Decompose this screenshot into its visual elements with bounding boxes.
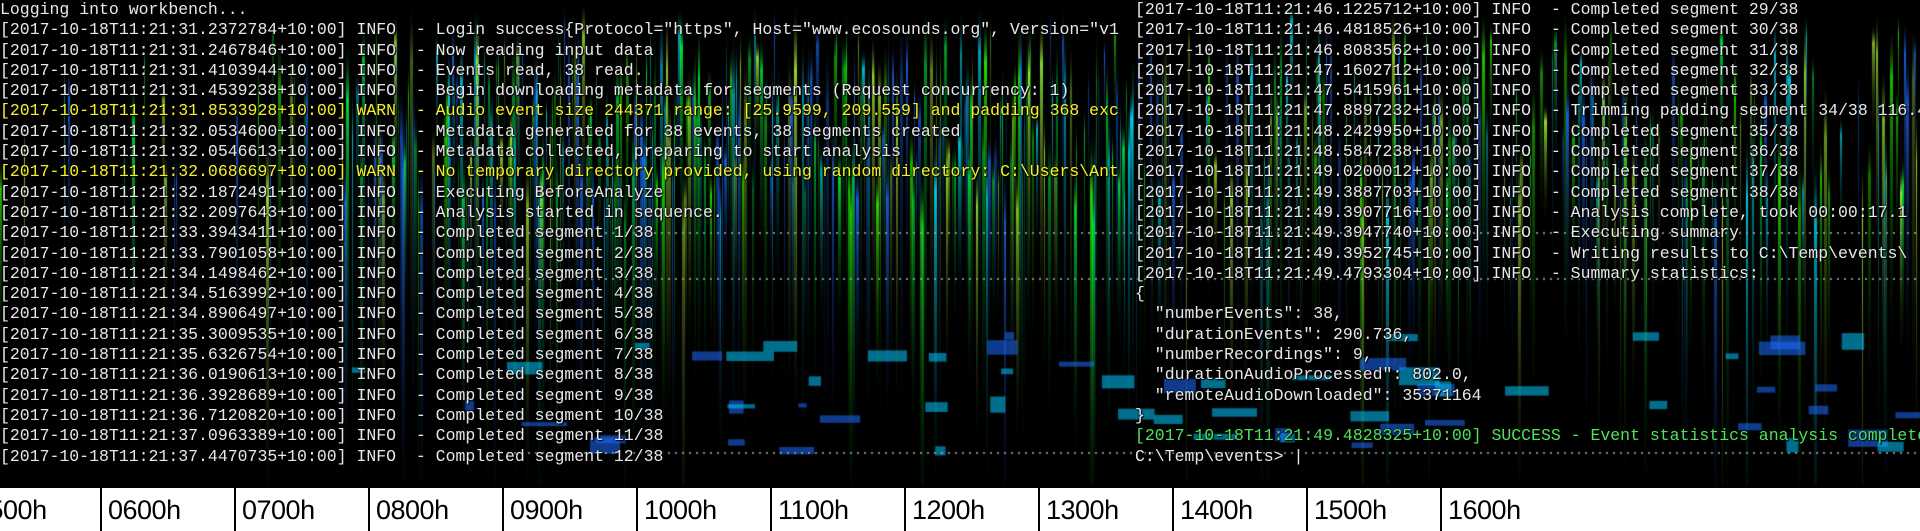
time-axis: 0500h 0600h 0700h 0800h 0900h 1000h 1100h 1200h… [0, 486, 1920, 531]
hour-tick [636, 488, 638, 531]
hour-tick [368, 488, 370, 531]
console-right-pane: [2017-10-18T11:21:46.1225712+10:00] INFO… [1135, 0, 1920, 467]
log-line: Logging into workbench... [0, 0, 248, 19]
log-line: [2017-10-18T11:21:46.1225712+10:00] INFO… [1135, 0, 1799, 19]
hour-tick [770, 488, 772, 531]
hour-tick [1172, 488, 1174, 531]
log-line: [2017-10-18T11:21:47.8897232+10:00] INFO… [1135, 101, 1920, 121]
log-line: [2017-10-18T11:21:48.2429950+10:00] INFO… [1135, 121, 1799, 141]
hour-label: 0500h [0, 495, 47, 525]
log-line: [2017-10-18T11:21:33.7901058+10:00] INFO… [0, 243, 654, 263]
hour-tick [100, 488, 102, 531]
log-line: [2017-10-18T11:21:34.5163992+10:00] INFO… [0, 284, 654, 304]
hour-label: 1200h [912, 495, 985, 525]
hour-tick [1440, 488, 1442, 531]
log-line: [2017-10-18T11:21:47.5415961+10:00] INFO… [1135, 81, 1799, 101]
hour-label: 0600h [108, 495, 181, 525]
hour-tick [1038, 488, 1040, 531]
log-line: [2017-10-18T11:21:49.3947740+10:00] INFO… [1135, 223, 1739, 243]
log-line: "durationEvents": 290.736, [1135, 324, 1413, 344]
hour-label: 0700h [242, 495, 315, 525]
log-line: "durationAudioProcessed": 802.0, [1135, 365, 1472, 385]
hour-label: 1400h [1180, 495, 1253, 525]
log-line: [2017-10-18T11:21:46.4818526+10:00] INFO… [1135, 20, 1799, 40]
log-line: "numberEvents": 38, [1135, 304, 1343, 324]
hour-label: 1000h [644, 495, 717, 525]
log-line: [2017-10-18T11:21:48.5847238+10:00] INFO… [1135, 142, 1799, 162]
log-line: [2017-10-18T11:21:31.2467846+10:00] INFO… [0, 40, 654, 60]
hour-tick [502, 488, 504, 531]
log-line: [2017-10-18T11:21:47.1602712+10:00] INFO… [1135, 60, 1799, 80]
log-line: [2017-10-18T11:21:34.8906497+10:00] INFO… [0, 304, 654, 324]
text-cursor: | [1293, 446, 1304, 466]
log-line: [2017-10-18T11:21:32.2097643+10:00] INFO… [0, 202, 723, 222]
command-prompt[interactable]: C:\Temp\events> | [1135, 446, 1304, 466]
log-line: "remoteAudioDownloaded": 35371164 [1135, 385, 1482, 405]
log-line: [2017-10-18T11:21:32.0534600+10:00] INFO… [0, 121, 961, 141]
log-line: [2017-10-18T11:21:37.0963389+10:00] INFO… [0, 426, 664, 446]
log-line: [2017-10-18T11:21:49.4828325+10:00] SUCC… [1135, 426, 1920, 446]
hour-label: 1300h [1046, 495, 1119, 525]
hour-label: 1500h [1314, 495, 1387, 525]
log-line: [2017-10-18T11:21:35.3009535+10:00] INFO… [0, 324, 654, 344]
spectrogram-background [0, 0, 1920, 485]
log-line: [2017-10-18T11:21:35.6326754+10:00] INFO… [0, 345, 654, 365]
log-line: [2017-10-18T11:21:49.3952745+10:00] INFO… [1135, 243, 1908, 263]
hour-tick [234, 488, 236, 531]
hour-label: 0900h [510, 495, 583, 525]
log-line: [2017-10-18T11:21:32.0546613+10:00] INFO… [0, 142, 902, 162]
log-line: [2017-10-18T11:21:31.4103944+10:00] INFO… [0, 60, 644, 80]
hour-label: 1600h [1448, 495, 1521, 525]
log-line: [2017-10-18T11:21:31.2372784+10:00] INFO… [0, 20, 1120, 40]
log-line: [2017-10-18T11:21:49.4793304+10:00] INFO… [1135, 263, 1759, 283]
console-left-pane: Logging into workbench... [2017-10-18T11:… [0, 0, 1120, 466]
log-line: [2017-10-18T11:21:36.0190613+10:00] INFO… [0, 365, 654, 385]
log-line: [2017-10-18T11:21:32.1872491+10:00] INFO… [0, 182, 664, 202]
log-line: [2017-10-18T11:21:37.4470735+10:00] INFO… [0, 446, 664, 466]
hour-label: 1100h [778, 495, 849, 525]
log-line: [2017-10-18T11:21:46.8083562+10:00] INFO… [1135, 40, 1799, 60]
log-line: [2017-10-18T11:21:31.8533928+10:00] WARN… [0, 101, 1120, 121]
log-line: [2017-10-18T11:21:32.0686697+10:00] WARN… [0, 162, 1120, 182]
hour-tick [904, 488, 906, 531]
log-line: [2017-10-18T11:21:36.3928689+10:00] INFO… [0, 385, 654, 405]
log-line: [2017-10-18T11:21:49.3907716+10:00] INFO… [1135, 202, 1908, 222]
log-line: "numberRecordings": 9, [1135, 345, 1373, 365]
hour-tick [1306, 488, 1308, 531]
log-line: [2017-10-18T11:21:49.3887703+10:00] INFO… [1135, 182, 1799, 202]
log-line: [2017-10-18T11:21:31.4539238+10:00] INFO… [0, 81, 1070, 101]
log-line: { [1135, 284, 1145, 304]
log-line: [2017-10-18T11:21:49.0200012+10:00] INFO… [1135, 162, 1799, 182]
hour-label: 0800h [376, 495, 449, 525]
log-line: [2017-10-18T11:21:33.3943411+10:00] INFO… [0, 223, 654, 243]
log-line: } [1135, 405, 1145, 425]
log-line: [2017-10-18T11:21:34.1498462+10:00] INFO… [0, 263, 654, 283]
log-line: [2017-10-18T11:21:36.7120820+10:00] INFO… [0, 405, 664, 425]
